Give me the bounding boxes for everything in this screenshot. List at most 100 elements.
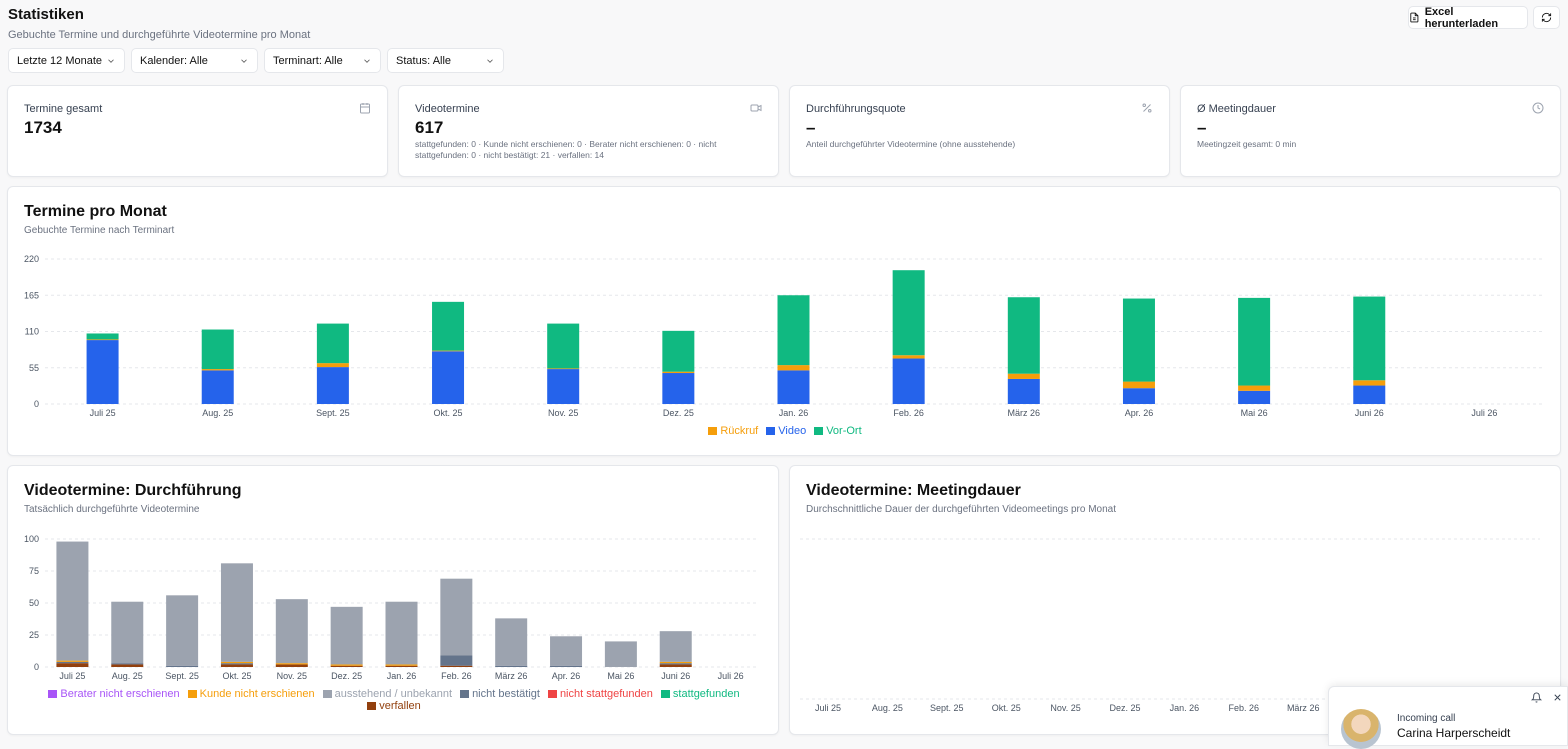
clock-icon — [1532, 102, 1544, 114]
x-tick-label: Feb. 26 — [893, 408, 924, 418]
legend-swatch — [547, 690, 557, 698]
bar-segment — [550, 636, 583, 666]
x-tick-label: Okt. 25 — [222, 671, 251, 681]
y-tick-label: 110 — [25, 327, 39, 337]
filter-bar: Letzte 12 Monate Kalender: Alle Terminar… — [8, 48, 504, 73]
kpi-sub: Meetingzeit gesamt: 0 min — [1197, 139, 1297, 149]
bar-segment — [777, 295, 810, 366]
type-select-value: Terminart: Alle — [273, 54, 343, 67]
incoming-call-toast[interactable]: Incoming call Carina Harperscheidt — [1328, 686, 1568, 749]
x-tick-label: Mai 26 — [1241, 408, 1268, 418]
bar-segment — [275, 663, 308, 665]
monthly-bar-chart: 0 55 110 165 220 Juli 25 Aug. 25 Sept. 25 Okt. 2… — [24, 254, 1542, 418]
bar-segment — [385, 601, 418, 665]
period-select[interactable]: Letzte 12 Monate — [8, 48, 125, 73]
y-tick-label: 0 — [34, 399, 39, 409]
x-tick-label: Juni 26 — [1355, 408, 1384, 418]
bar-segment — [220, 563, 253, 662]
calendar-select[interactable]: Kalender: Alle — [131, 48, 258, 73]
bar-segment — [440, 655, 473, 666]
close-icon[interactable] — [1552, 692, 1563, 703]
bar-segment — [220, 663, 253, 665]
bar-segment — [432, 351, 465, 404]
bar-segment — [604, 641, 637, 667]
bar-segment — [662, 330, 695, 372]
x-tick-label: Okt. 25 — [992, 703, 1021, 713]
bar-segment — [385, 665, 418, 667]
x-tick-label: Sept. 25 — [165, 671, 199, 681]
legend-swatch — [187, 690, 197, 698]
bar-segment — [1238, 297, 1271, 386]
y-tick-label: 50 — [29, 598, 39, 608]
bar-segment — [330, 606, 363, 665]
card-title: Termine pro Monat — [24, 203, 167, 220]
x-tick-label: Dez. 25 — [1109, 703, 1140, 713]
x-tick-label: März 26 — [1008, 408, 1041, 418]
bar-segment — [316, 323, 349, 364]
page-header: Statistiken Gebuchte Termine und durchge… — [8, 6, 310, 41]
y-tick-label: 100 — [24, 534, 39, 544]
legend-label: nicht bestätigt — [472, 688, 540, 700]
bar-segment — [86, 333, 119, 340]
legend-label: verfallen — [379, 700, 421, 712]
legend-item: Berater nicht erschienen — [48, 688, 180, 700]
x-tick-label: Juli 26 — [718, 671, 744, 681]
x-tick-label: Juli 26 — [1471, 408, 1497, 418]
refresh-button[interactable] — [1533, 6, 1560, 29]
kpi-sub: stattgefunden: 0 · Kunde nicht erschiene… — [415, 139, 717, 160]
bar-segment — [777, 365, 810, 371]
duration-line-chart: Juli 25 Aug. 25 Sept. 25 Okt. 25 Nov. 25 Dez.… — [800, 538, 1540, 713]
x-tick-label: Mai 26 — [607, 671, 634, 681]
legend-label: Rückruf — [720, 425, 759, 437]
x-tick-label: Juli 25 — [90, 408, 116, 418]
legend-swatch — [766, 427, 776, 435]
x-tick-label: Feb. 26 — [1229, 703, 1260, 713]
kpi-value: 617 — [415, 118, 444, 137]
bar-segment — [275, 599, 308, 664]
bar-segment — [111, 601, 144, 664]
caller-name: Carina Harperscheidt — [1397, 726, 1511, 740]
kpi-value: 1734 — [24, 118, 62, 137]
bar-segment — [166, 595, 199, 666]
x-tick-label: Juni 26 — [661, 671, 690, 681]
kpi-value: – — [1197, 118, 1207, 137]
percent-icon — [1142, 103, 1152, 113]
bell-icon[interactable] — [1531, 692, 1542, 703]
x-tick-label: Dez. 25 — [663, 408, 694, 418]
bar-segment — [1007, 297, 1040, 374]
kpi-label: Termine gesamt — [24, 103, 103, 115]
x-tick-label: Nov. 25 — [1050, 703, 1080, 713]
period-select-value: Letzte 12 Monate — [17, 54, 103, 67]
legend-item: Vor-Ort — [814, 425, 862, 437]
status-select[interactable]: Status: Alle — [387, 48, 504, 73]
bar-segment — [1122, 298, 1155, 382]
x-tick-label: Nov. 25 — [548, 408, 578, 418]
video-chart-card: Videotermine: Durchführung Tatsächlich d… — [7, 465, 779, 735]
legend-item: stattgefunden — [660, 688, 740, 700]
legend-swatch — [708, 427, 718, 435]
bar-segment — [1007, 378, 1040, 404]
legend-swatch — [814, 427, 824, 435]
bar-segment — [1353, 380, 1386, 386]
x-tick-label: März 26 — [1287, 703, 1320, 713]
excel-download-button[interactable]: Excel herunterladen — [1408, 6, 1528, 30]
kpi-label: Ø Meetingdauer — [1197, 103, 1276, 115]
refresh-icon — [1541, 12, 1552, 23]
bar-segment — [385, 664, 418, 666]
y-tick-label: 75 — [29, 566, 39, 576]
x-tick-label: Sept. 25 — [316, 408, 350, 418]
bar-segment — [201, 370, 234, 404]
bar-segment — [1007, 373, 1040, 379]
calendar-select-value: Kalender: Alle — [140, 54, 208, 67]
x-tick-label: Jan. 26 — [779, 408, 809, 418]
type-select[interactable]: Terminart: Alle — [264, 48, 381, 73]
x-tick-label: Jan. 26 — [387, 671, 417, 681]
y-tick-label: 0 — [34, 662, 39, 672]
card-subtitle: Tatsächlich durchgeführte Videotermine — [24, 504, 200, 515]
bar-segment — [201, 369, 234, 371]
bar-segment — [220, 664, 253, 667]
kpi-label: Durchführungsquote — [806, 103, 906, 115]
incoming-call-label: Incoming call — [1397, 713, 1456, 724]
x-tick-label: Feb. 26 — [441, 671, 472, 681]
bar-segment — [440, 665, 473, 667]
